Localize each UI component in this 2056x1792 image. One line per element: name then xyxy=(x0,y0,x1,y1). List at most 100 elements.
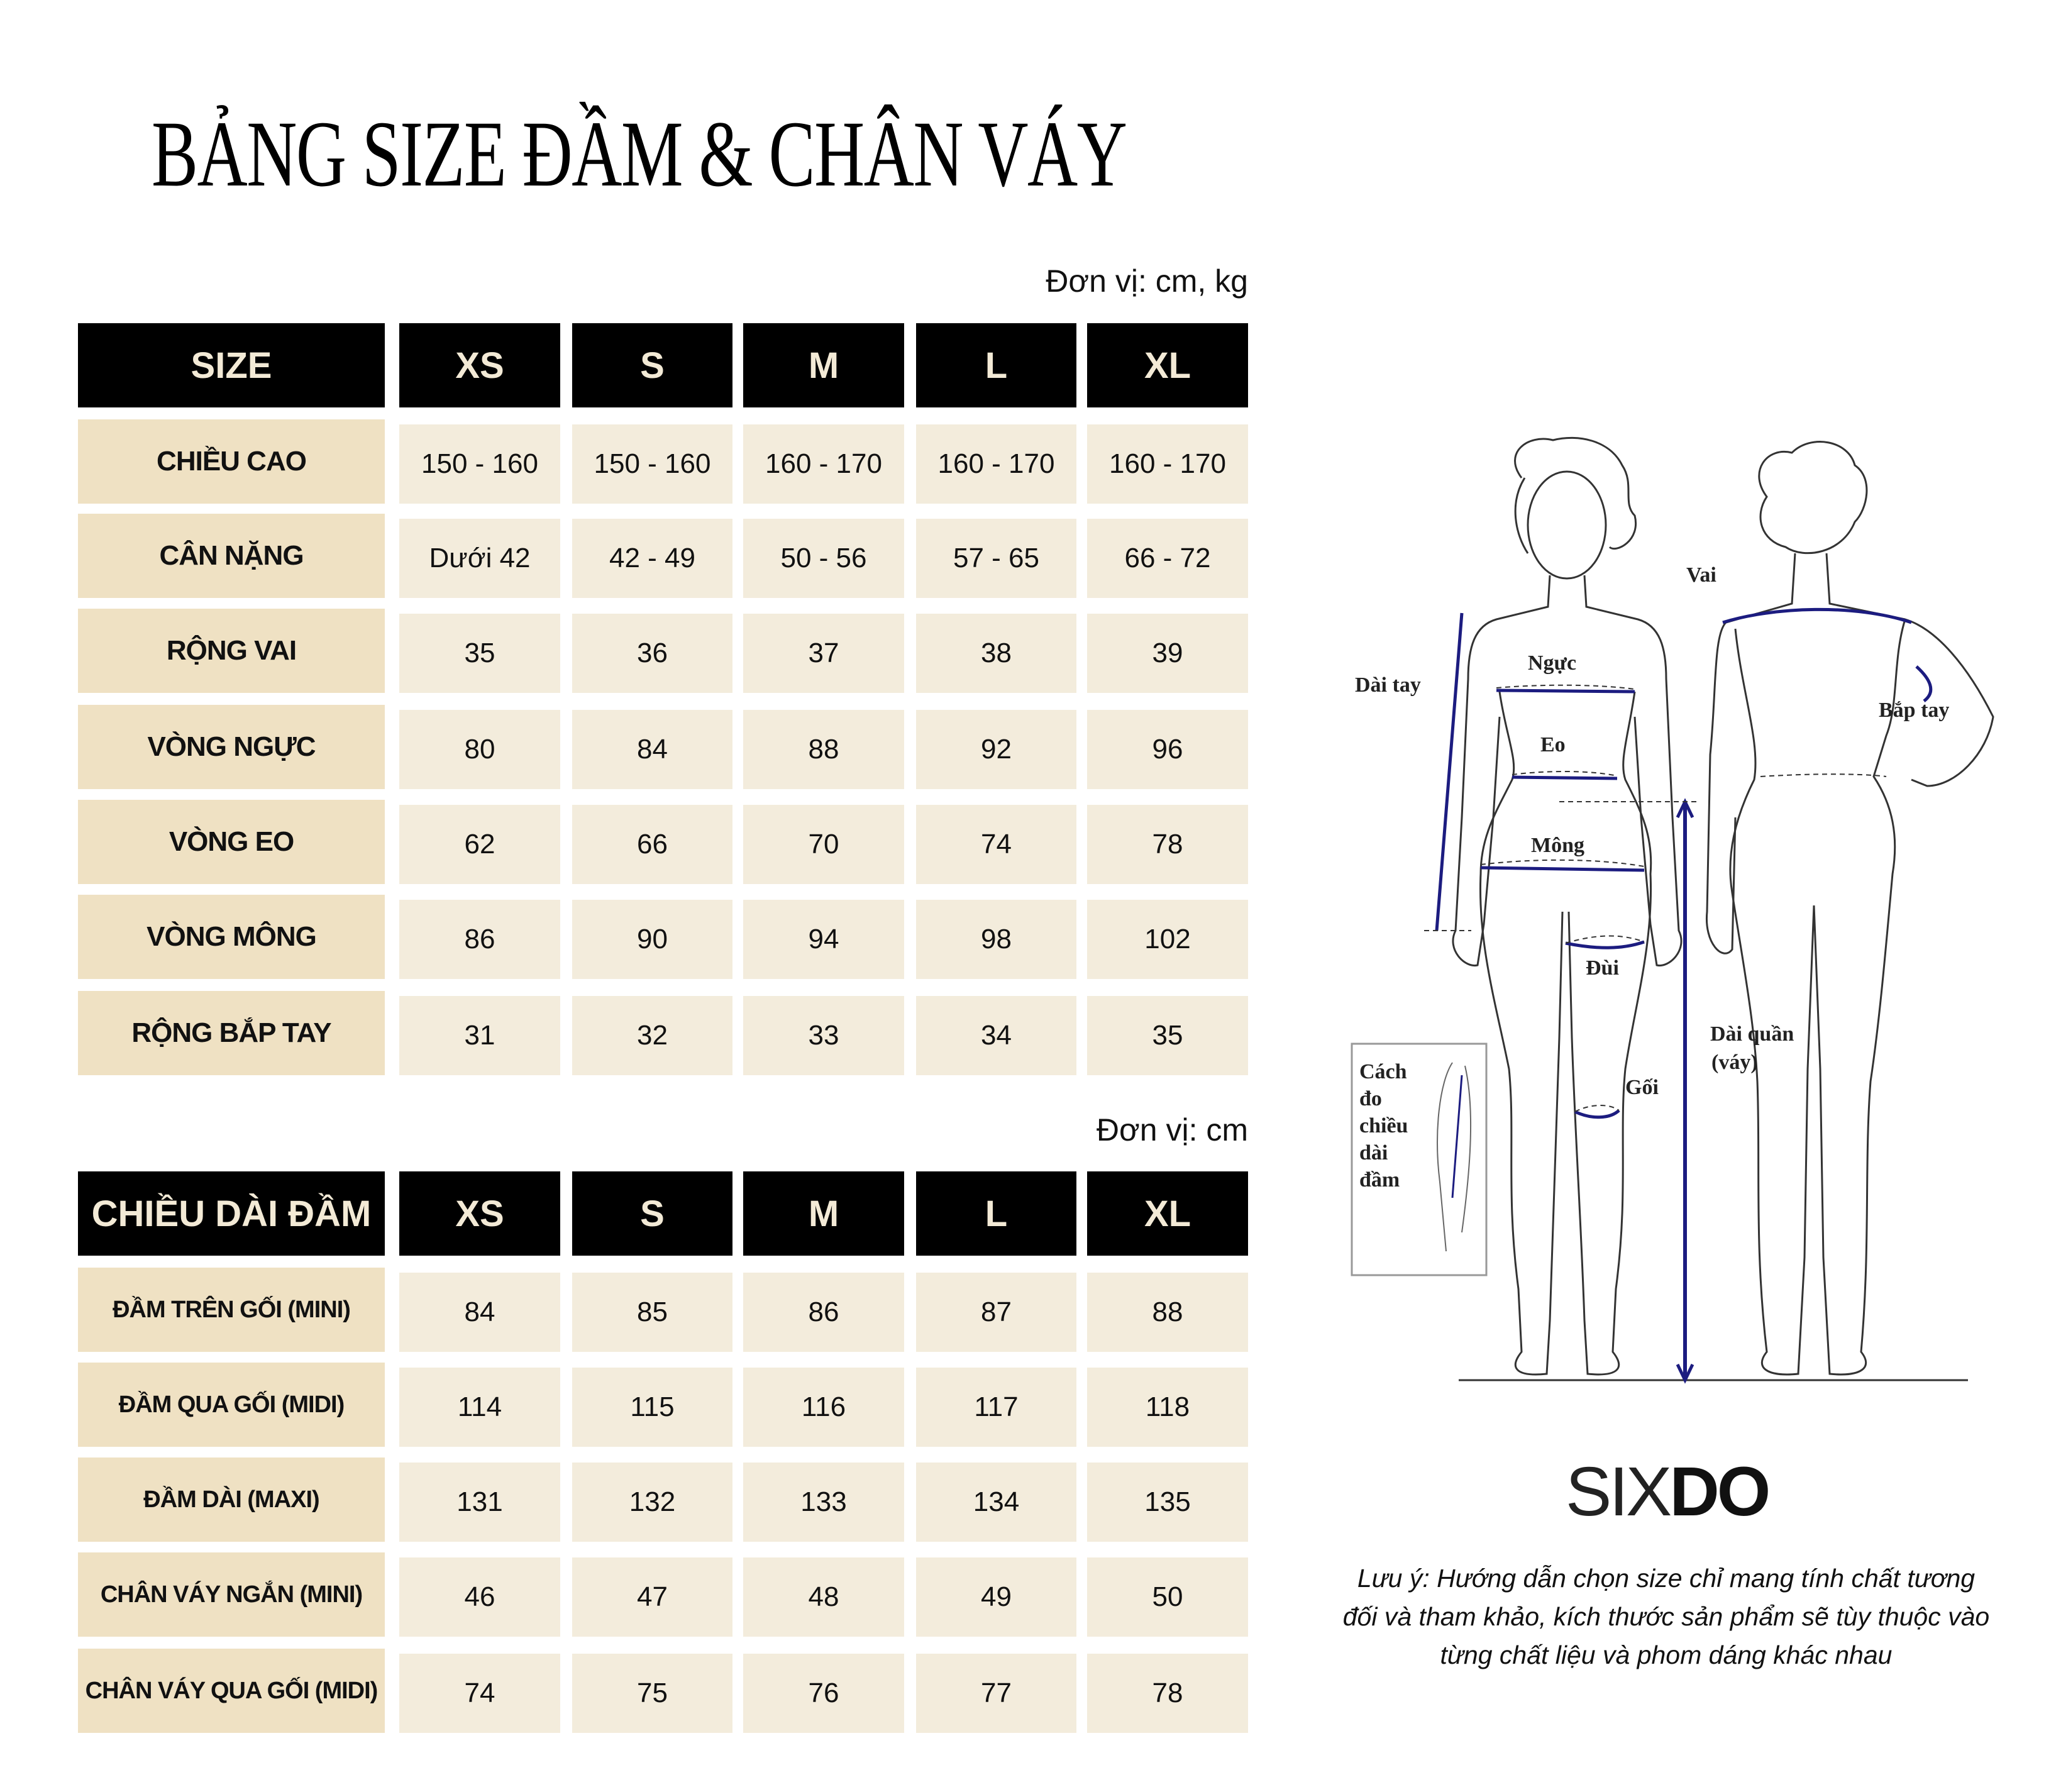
guide-dashes xyxy=(1424,684,1887,1112)
label-dai-tay: Dài tay xyxy=(1355,673,1421,697)
label-nguc: Ngực xyxy=(1528,651,1576,675)
value-cell: 133 xyxy=(743,1463,904,1542)
row-label: ĐẦM TRÊN GỐI (MINI) xyxy=(78,1268,385,1352)
value-cell: 135 xyxy=(1087,1463,1248,1542)
measurement-labels: Vai Dài tay Ngực Bắp tay Eo Mông Đùi Dài… xyxy=(1355,563,1949,1099)
value-cell: 84 xyxy=(399,1273,560,1352)
header-size-l: L xyxy=(916,323,1076,407)
header-size-m: M xyxy=(743,323,904,407)
value-cell: 117 xyxy=(916,1368,1076,1447)
value-cell: 160 - 170 xyxy=(743,424,904,504)
header-size-xl: XL xyxy=(1087,1171,1248,1256)
value-cell: 32 xyxy=(572,996,732,1075)
value-cell: 47 xyxy=(572,1557,732,1637)
row-label: ĐẦM QUA GỐI (MIDI) xyxy=(78,1363,385,1447)
value-cell: 84 xyxy=(572,710,732,789)
value-cell: 118 xyxy=(1087,1368,1248,1447)
disclaimer-note: Lưu ý: Hướng dẫn chọn size chỉ mang tính… xyxy=(1342,1564,1990,1669)
value-cell: Dưới 42 xyxy=(399,519,560,598)
value-cell: 76 xyxy=(743,1654,904,1733)
value-cell: 150 - 160 xyxy=(399,424,560,504)
value-cell: 35 xyxy=(399,614,560,693)
inset-dress-length-guide: Cách đo chiều dài đầm xyxy=(1351,1043,1488,1276)
value-cell: 88 xyxy=(743,710,904,789)
header-size-xs: XS xyxy=(399,1171,560,1256)
value-cell: 98 xyxy=(916,900,1076,979)
value-cell: 70 xyxy=(743,805,904,884)
value-cell: 38 xyxy=(916,614,1076,693)
value-cell: 96 xyxy=(1087,710,1248,789)
value-cell: 49 xyxy=(916,1557,1076,1637)
svg-text:Cách: Cách xyxy=(1359,1060,1407,1083)
header-label-cell: SIZE xyxy=(78,323,385,407)
row-label: VÒNG NGỰC xyxy=(78,705,385,789)
header-size-l: L xyxy=(916,1171,1076,1256)
svg-text:đầm: đầm xyxy=(1359,1168,1400,1192)
value-cell: 88 xyxy=(1087,1273,1248,1352)
value-cell: 92 xyxy=(916,710,1076,789)
svg-text:chiều: chiều xyxy=(1359,1114,1408,1137)
front-figure xyxy=(1452,436,1683,1376)
value-cell: 90 xyxy=(572,900,732,979)
header-label-cell: CHIỀU DÀI ĐẦM xyxy=(78,1171,385,1256)
value-cell: 74 xyxy=(399,1654,560,1733)
value-cell: 42 - 49 xyxy=(572,519,732,598)
value-cell: 150 - 160 xyxy=(572,424,732,504)
unit-label-1: Đơn vị: cm, kg xyxy=(1046,263,1248,299)
value-cell: 102 xyxy=(1087,900,1248,979)
row-label: CHÂN VÁY QUA GỐI (MIDI) xyxy=(78,1649,385,1733)
value-cell: 78 xyxy=(1087,1654,1248,1733)
label-vay: (váy) xyxy=(1711,1051,1758,1074)
value-cell: 62 xyxy=(399,805,560,884)
value-cell: 75 xyxy=(572,1654,732,1733)
value-cell: 78 xyxy=(1087,805,1248,884)
label-dui: Đùi xyxy=(1586,956,1619,980)
header-size-s: S xyxy=(572,323,732,407)
value-cell: 36 xyxy=(572,614,732,693)
value-cell: 134 xyxy=(916,1463,1076,1542)
value-cell: 74 xyxy=(916,805,1076,884)
value-cell: 35 xyxy=(1087,996,1248,1075)
value-cell: 39 xyxy=(1087,614,1248,693)
value-cell: 131 xyxy=(399,1463,560,1542)
label-vai: Vai xyxy=(1686,563,1716,587)
svg-text:đo: đo xyxy=(1359,1087,1382,1110)
value-cell: 115 xyxy=(572,1368,732,1447)
value-cell: 85 xyxy=(572,1273,732,1352)
value-cell: 94 xyxy=(743,900,904,979)
unit-label-2: Đơn vị: cm xyxy=(1096,1112,1248,1148)
value-cell: 33 xyxy=(743,996,904,1075)
row-label: CHÂN VÁY NGẮN (MINI) xyxy=(78,1552,385,1637)
value-cell: 66 xyxy=(572,805,732,884)
value-cell: 77 xyxy=(916,1654,1076,1733)
label-goi: Gối xyxy=(1625,1076,1659,1099)
row-label: VÒNG MÔNG xyxy=(78,895,385,979)
value-cell: 31 xyxy=(399,996,560,1075)
value-cell: 57 - 65 xyxy=(916,519,1076,598)
row-label: RỘNG VAI xyxy=(78,609,385,693)
back-figure xyxy=(1705,441,1994,1376)
row-label: VÒNG EO xyxy=(78,800,385,884)
page-title: BẢNG SIZE ĐẦM & CHÂN VÁY xyxy=(152,102,1127,206)
value-cell: 80 xyxy=(399,710,560,789)
value-cell: 160 - 170 xyxy=(916,424,1076,504)
measurement-lines xyxy=(1435,607,1933,1384)
label-bap-tay: Bắp tay xyxy=(1879,699,1949,722)
svg-text:dài: dài xyxy=(1359,1141,1388,1164)
value-cell: 114 xyxy=(399,1368,560,1447)
value-cell: 160 - 170 xyxy=(1087,424,1248,504)
value-cell: 86 xyxy=(399,900,560,979)
value-cell: 37 xyxy=(743,614,904,693)
value-cell: 116 xyxy=(743,1368,904,1447)
row-label: CÂN NẶNG xyxy=(78,514,385,598)
label-dai-quan: Dài quần xyxy=(1710,1022,1794,1046)
sixdo-logo: SIXDO xyxy=(1566,1453,1771,1530)
value-cell: 48 xyxy=(743,1557,904,1637)
value-cell: 132 xyxy=(572,1463,732,1542)
value-cell: 50 xyxy=(1087,1557,1248,1637)
value-cell: 50 - 56 xyxy=(743,519,904,598)
header-size-s: S xyxy=(572,1171,732,1256)
value-cell: 86 xyxy=(743,1273,904,1352)
row-label: CHIỀU CAO xyxy=(78,419,385,504)
